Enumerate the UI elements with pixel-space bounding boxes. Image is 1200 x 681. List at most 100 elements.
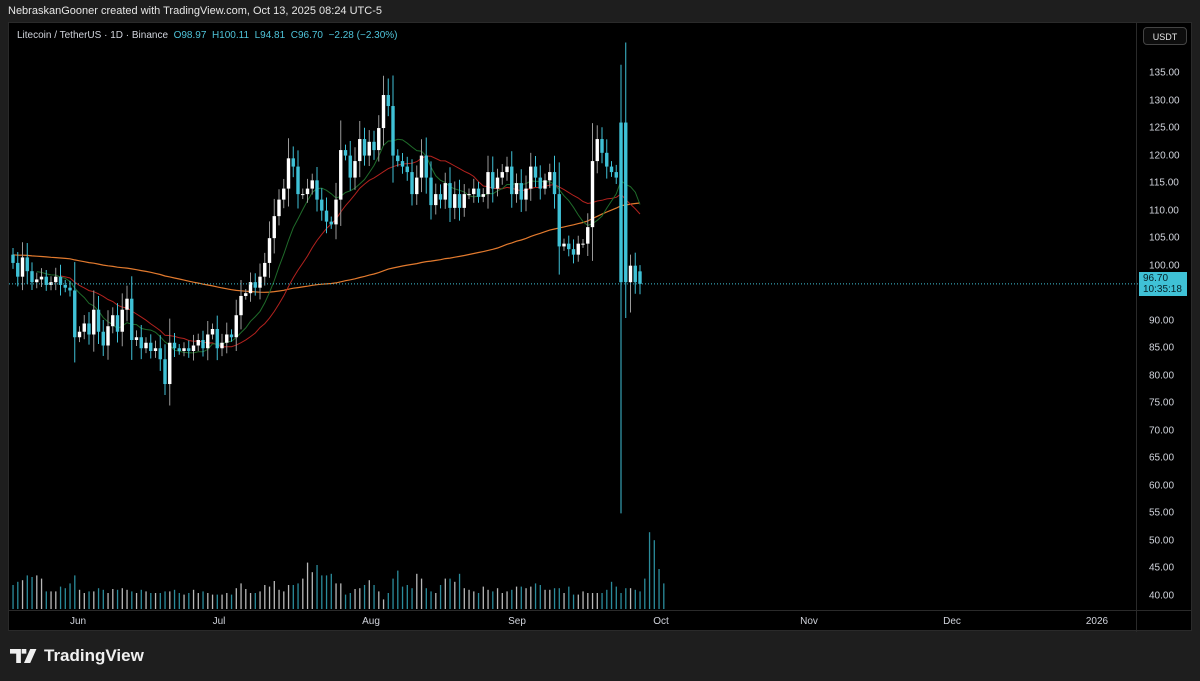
volume-bar	[344, 594, 347, 609]
candle-up	[248, 282, 253, 294]
volume-bar	[501, 593, 503, 609]
candle-up	[334, 199, 338, 225]
candle-down	[391, 106, 395, 156]
volume-bar	[17, 581, 19, 609]
time-axis[interactable]: Jun Jul Aug Sep Oct Nov Dec 2026	[9, 610, 1139, 632]
candle-up	[581, 243, 585, 245]
volume-bar	[126, 589, 128, 609]
candle-up	[125, 298, 129, 310]
candle-up	[628, 265, 633, 283]
price-chart-canvas[interactable]	[9, 23, 1139, 610]
candle-up	[586, 227, 590, 244]
candle-up	[106, 326, 110, 346]
candle-up	[134, 337, 139, 340]
price-tick-label: 80.00	[1149, 370, 1175, 382]
candle-down	[11, 254, 15, 263]
candle-up	[168, 342, 172, 385]
candle-down	[324, 210, 329, 222]
price-tick-label: 75.00	[1149, 397, 1175, 409]
volume-bar	[93, 591, 95, 609]
candle-up	[358, 139, 362, 162]
candle-up	[77, 331, 82, 338]
volume-bar	[107, 593, 109, 609]
price-tick-label: 45.00	[1149, 562, 1175, 574]
candle-down	[30, 271, 34, 283]
tradingview-logo: TradingView	[10, 646, 144, 666]
volume-bar	[511, 589, 513, 609]
volume-bar	[31, 577, 33, 609]
legend-high: H100.11	[211, 30, 250, 41]
volume-bar	[496, 588, 499, 609]
volume-bar	[325, 575, 328, 609]
volume-bar	[226, 593, 228, 609]
candle-down	[291, 158, 295, 167]
volume-bar	[245, 589, 247, 609]
volume-bar	[97, 588, 100, 609]
price-tick-label: 100.00	[1149, 260, 1180, 272]
volume-bar	[634, 589, 636, 609]
volume-bar	[587, 593, 589, 609]
price-tick-label: 40.00	[1149, 590, 1175, 602]
volume-bar	[169, 591, 171, 609]
candle-up	[505, 166, 509, 173]
volume-bar	[240, 583, 242, 609]
last-price-value: 96.70	[1143, 272, 1169, 284]
candle-down	[533, 166, 538, 178]
symbol-legend: Litecoin / TetherUS · 1D · Binance O98.9…	[17, 30, 398, 41]
volume-bar	[463, 588, 465, 609]
candle-up	[472, 188, 476, 195]
volume-bar	[254, 593, 256, 609]
candle-up	[286, 158, 291, 189]
volume-bar	[354, 589, 356, 609]
volume-bar	[173, 589, 176, 609]
volume-bar	[78, 589, 81, 609]
volume-bar	[321, 575, 323, 609]
volume-bar	[477, 593, 480, 609]
candle-down	[400, 161, 405, 167]
volume-bar	[26, 575, 28, 609]
candle-up	[39, 276, 44, 280]
candle-up	[301, 194, 305, 196]
candle-down	[410, 172, 414, 195]
volume-bar	[553, 588, 556, 609]
volume-bar	[112, 589, 114, 609]
volume-bar	[311, 572, 313, 609]
volume-bar	[420, 578, 423, 609]
candle-up	[481, 194, 485, 197]
volume-bar	[12, 585, 14, 609]
candle-down	[96, 309, 101, 332]
symbol-title[interactable]: Litecoin / TetherUS · 1D · Binance	[17, 30, 169, 41]
volume-bar	[230, 594, 233, 609]
volume-bar	[340, 583, 342, 609]
volume-bar	[473, 591, 475, 609]
price-axis[interactable]: USDT 96.70 10:35:18 135.00 130.00 125.00 12…	[1136, 23, 1191, 610]
candle-up	[144, 342, 148, 349]
candle-down	[229, 334, 234, 338]
volume-bar	[596, 593, 598, 609]
time-tick-label: Nov	[800, 616, 818, 627]
volume-bar	[397, 570, 399, 609]
volume-bar	[582, 591, 584, 609]
volume-bar	[439, 585, 442, 609]
volume-bar	[606, 589, 608, 609]
volume-bar	[534, 583, 537, 609]
candle-up	[111, 315, 115, 327]
volume-bar	[563, 593, 565, 609]
currency-selector[interactable]: USDT	[1143, 27, 1187, 45]
price-tick-label: 85.00	[1149, 342, 1175, 354]
volume-bar	[45, 591, 47, 609]
volume-bar	[150, 593, 152, 609]
volume-bar	[539, 585, 541, 609]
candle-up	[225, 334, 229, 343]
candle-down	[396, 155, 400, 162]
volume-bar	[515, 586, 518, 609]
volume-bar	[292, 585, 294, 609]
candle-down	[201, 339, 205, 349]
candle-up	[562, 243, 566, 247]
volume-bar	[135, 593, 138, 609]
candle-down	[296, 166, 300, 195]
candle-up	[529, 166, 533, 189]
chart-frame[interactable]: Litecoin / TetherUS · 1D · Binance O98.9…	[8, 22, 1192, 632]
candle-up	[191, 345, 196, 352]
volume-bar	[64, 588, 66, 609]
